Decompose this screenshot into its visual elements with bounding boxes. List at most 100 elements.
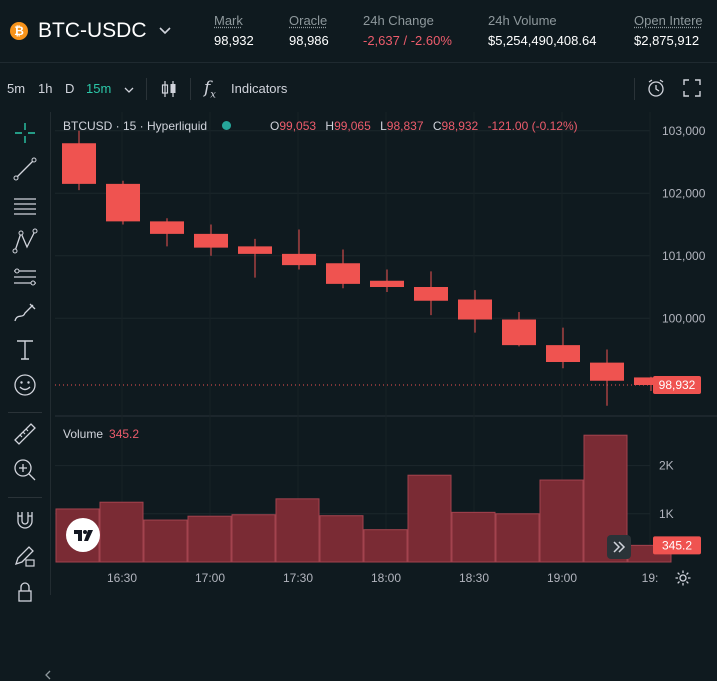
stat-label[interactable]: Open Intere bbox=[634, 13, 703, 28]
stat-oracle: Oracle 98,986 bbox=[289, 13, 329, 48]
stat-value: $5,254,490,408.64 bbox=[488, 33, 597, 48]
candle-body bbox=[370, 280, 404, 287]
volume-label: Volume bbox=[63, 427, 104, 441]
candles bbox=[62, 130, 668, 406]
time-tick-label: 16:30 bbox=[107, 571, 137, 585]
toolbar-divider bbox=[634, 78, 635, 100]
candle-body bbox=[590, 362, 624, 381]
timeframe-5m[interactable]: 5m bbox=[7, 81, 26, 96]
high-label: H bbox=[325, 119, 335, 133]
brush-icon[interactable] bbox=[11, 299, 39, 327]
chevron-down-icon[interactable] bbox=[157, 22, 173, 38]
volume-legend[interactable]: Volume 345.2 bbox=[63, 427, 139, 441]
pencil-lock-icon[interactable] bbox=[11, 542, 39, 570]
candle-body bbox=[150, 221, 184, 234]
pair-selector-label[interactable]: BTC-USDC bbox=[38, 19, 147, 42]
volume-tick-label: 2K bbox=[659, 459, 674, 473]
stat-value: -2,637 / -2.60% bbox=[363, 33, 452, 48]
tv-logo-icon bbox=[74, 530, 93, 541]
stat-value: $2,875,912 bbox=[634, 33, 700, 48]
double-chevron-right-icon bbox=[613, 541, 626, 553]
low-label: L bbox=[380, 119, 387, 133]
alarm-clock-icon[interactable] bbox=[645, 77, 667, 99]
volume-bar bbox=[363, 529, 408, 563]
volume-bar bbox=[99, 501, 144, 563]
horizontal-lines-icon[interactable] bbox=[11, 191, 39, 219]
stat-open-interest: Open Intere $2,875,912 bbox=[634, 13, 717, 48]
fullscreen-icon[interactable] bbox=[682, 78, 702, 98]
symbol-title: BTCUSD · 15 · Hyperliquid bbox=[63, 119, 208, 133]
pitchfork-icon[interactable] bbox=[11, 227, 39, 255]
candle-body bbox=[502, 319, 536, 346]
timeframe-d[interactable]: D bbox=[65, 81, 75, 96]
timeframe-1h[interactable]: 1h bbox=[38, 81, 53, 96]
crosshair-icon[interactable] bbox=[11, 119, 39, 147]
time-tick-label: 17:00 bbox=[195, 571, 225, 585]
current-volume-label: 345.2 bbox=[662, 538, 692, 552]
volume-tick-label: 1K bbox=[659, 507, 674, 521]
text-tool-icon[interactable] bbox=[11, 335, 39, 363]
symbol-legend[interactable]: BTCUSD · 15 · Hyperliquid bbox=[63, 119, 232, 133]
axis-overlay: 103,000 102,000 101,000 100,000 16:30 17:00 17… bbox=[55, 124, 706, 585]
toolbar-divider bbox=[190, 78, 191, 100]
tool-divider bbox=[8, 412, 42, 413]
tradingview-logo[interactable] bbox=[66, 518, 100, 552]
stat-label: 24h Volume bbox=[488, 13, 557, 28]
market-status-dot bbox=[222, 121, 232, 130]
volume-bar bbox=[231, 514, 276, 563]
emoji-icon[interactable] bbox=[11, 371, 39, 399]
tool-divider bbox=[8, 497, 42, 498]
candle-body bbox=[62, 143, 96, 184]
chart-toolbar: 5m 1h D 15m fx Indicators bbox=[0, 72, 717, 106]
zoom-in-icon[interactable] bbox=[11, 456, 39, 484]
candle-body bbox=[326, 263, 360, 284]
lock-icon[interactable] bbox=[11, 578, 39, 606]
timeframe-15m[interactable]: 15m bbox=[86, 81, 112, 96]
current-volume-badge bbox=[653, 536, 701, 555]
candle-body bbox=[634, 377, 668, 385]
time-tick-label: 18:00 bbox=[371, 571, 401, 585]
trend-line-icon[interactable] bbox=[11, 155, 39, 183]
toolbar-divider bbox=[146, 78, 147, 100]
scroll-to-realtime-button[interactable] bbox=[607, 535, 631, 559]
volume-value: 345.2 bbox=[109, 427, 140, 441]
drawing-toolbar bbox=[0, 112, 51, 680]
candle-body bbox=[106, 183, 140, 222]
volume-bar bbox=[143, 519, 188, 563]
stat-label: 24h Change bbox=[363, 13, 434, 28]
stat-label[interactable]: Oracle bbox=[289, 13, 328, 28]
stat-mark: Mark 98,932 bbox=[214, 13, 254, 48]
stat-24h-change: 24h Change -2,637 / -2.60% bbox=[363, 13, 452, 48]
open-value: 99,053 bbox=[279, 119, 317, 133]
time-tick-label: 18:30 bbox=[459, 571, 489, 585]
indicators-label: Indicators bbox=[231, 81, 288, 96]
volume-bar bbox=[407, 474, 452, 563]
stat-value: 98,932 bbox=[214, 33, 254, 48]
price-tick-label: 102,000 bbox=[662, 186, 706, 200]
indicators-button[interactable]: fx Indicators bbox=[204, 76, 304, 102]
time-tick-label: 17:30 bbox=[283, 571, 313, 585]
gear-icon[interactable] bbox=[674, 569, 692, 587]
candlestick-icon[interactable] bbox=[158, 78, 180, 100]
magnet-icon[interactable] bbox=[11, 506, 39, 534]
function-icon: fx bbox=[204, 78, 216, 101]
price-tick-label: 100,000 bbox=[662, 311, 706, 325]
market-header: ₿ BTC-USDC Mark 98,932 Oracle 98,986 24h… bbox=[0, 0, 717, 63]
volume-bar bbox=[275, 498, 320, 563]
volume-bar bbox=[451, 511, 496, 563]
ruler-icon[interactable] bbox=[11, 420, 39, 448]
time-tick-label: 19: bbox=[642, 571, 659, 585]
collapse-left-icon[interactable] bbox=[44, 669, 52, 681]
chevron-down-icon[interactable] bbox=[123, 84, 135, 96]
candle-body bbox=[238, 246, 272, 254]
price-chart[interactable]: 103,000 102,000 101,000 100,000 16:30 17:00 17… bbox=[55, 112, 717, 595]
high-value: 99,065 bbox=[334, 119, 371, 133]
change-value: -121.00 (-0.12%) bbox=[487, 119, 578, 133]
stat-label[interactable]: Mark bbox=[214, 13, 243, 28]
current-price-badge bbox=[653, 376, 701, 394]
price-tick-label: 101,000 bbox=[662, 249, 706, 263]
price-tick-label: 103,000 bbox=[662, 124, 706, 138]
close-label: C bbox=[432, 119, 442, 133]
candle-body bbox=[194, 233, 228, 248]
fib-retracement-icon[interactable] bbox=[11, 263, 39, 291]
